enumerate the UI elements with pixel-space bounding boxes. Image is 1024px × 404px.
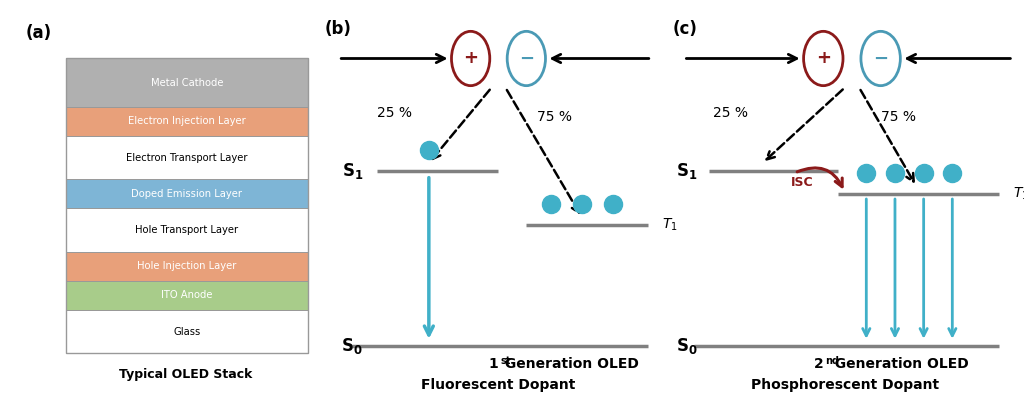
Text: ITO Anode: ITO Anode: [161, 290, 213, 300]
Text: 2: 2: [813, 357, 823, 371]
Text: ISC: ISC: [791, 176, 813, 189]
Text: $T_1$: $T_1$: [1014, 186, 1024, 202]
Text: Hole Transport Layer: Hole Transport Layer: [135, 225, 239, 235]
Text: $\mathbf{S_1}$: $\mathbf{S_1}$: [342, 161, 362, 181]
Text: $\mathbf{S_1}$: $\mathbf{S_1}$: [677, 161, 697, 181]
Text: $\mathbf{S_0}$: $\mathbf{S_0}$: [676, 335, 698, 356]
Text: (c): (c): [673, 20, 697, 38]
Text: nd: nd: [825, 356, 839, 366]
Text: Electron Injection Layer: Electron Injection Layer: [128, 116, 246, 126]
Text: Hole Injection Layer: Hole Injection Layer: [137, 261, 237, 271]
Bar: [66, 310, 308, 353]
Bar: [66, 281, 308, 310]
Text: Generation OLED: Generation OLED: [501, 357, 639, 371]
Text: Doped Emission Layer: Doped Emission Layer: [131, 189, 243, 199]
Text: $T_1$: $T_1$: [663, 217, 678, 234]
Text: Metal Cathode: Metal Cathode: [151, 78, 223, 88]
Text: +: +: [816, 50, 830, 67]
Text: Typical OLED Stack: Typical OLED Stack: [119, 368, 252, 381]
Text: −: −: [519, 50, 534, 67]
Text: Fluorescent Dopant: Fluorescent Dopant: [421, 378, 575, 392]
Bar: [66, 107, 308, 136]
Text: 75 %: 75 %: [881, 109, 916, 124]
Text: $\mathbf{S_0}$: $\mathbf{S_0}$: [341, 335, 364, 356]
Text: 1: 1: [488, 357, 499, 371]
Text: 25 %: 25 %: [377, 106, 412, 120]
Bar: [66, 252, 308, 281]
Bar: [66, 136, 308, 179]
Bar: [66, 179, 308, 208]
Text: 25 %: 25 %: [713, 106, 748, 120]
Bar: [66, 208, 308, 252]
Text: st: st: [501, 356, 511, 366]
Text: 75 %: 75 %: [537, 109, 571, 124]
Text: +: +: [463, 50, 478, 67]
Text: (b): (b): [325, 20, 351, 38]
Text: Phosphorescent Dopant: Phosphorescent Dopant: [751, 378, 939, 392]
Text: (a): (a): [26, 23, 52, 42]
Bar: [66, 59, 308, 353]
Text: Glass: Glass: [173, 326, 201, 337]
Bar: [66, 59, 308, 107]
Text: −: −: [873, 50, 888, 67]
Text: Generation OLED: Generation OLED: [825, 357, 969, 371]
Text: Electron Transport Layer: Electron Transport Layer: [126, 153, 248, 162]
